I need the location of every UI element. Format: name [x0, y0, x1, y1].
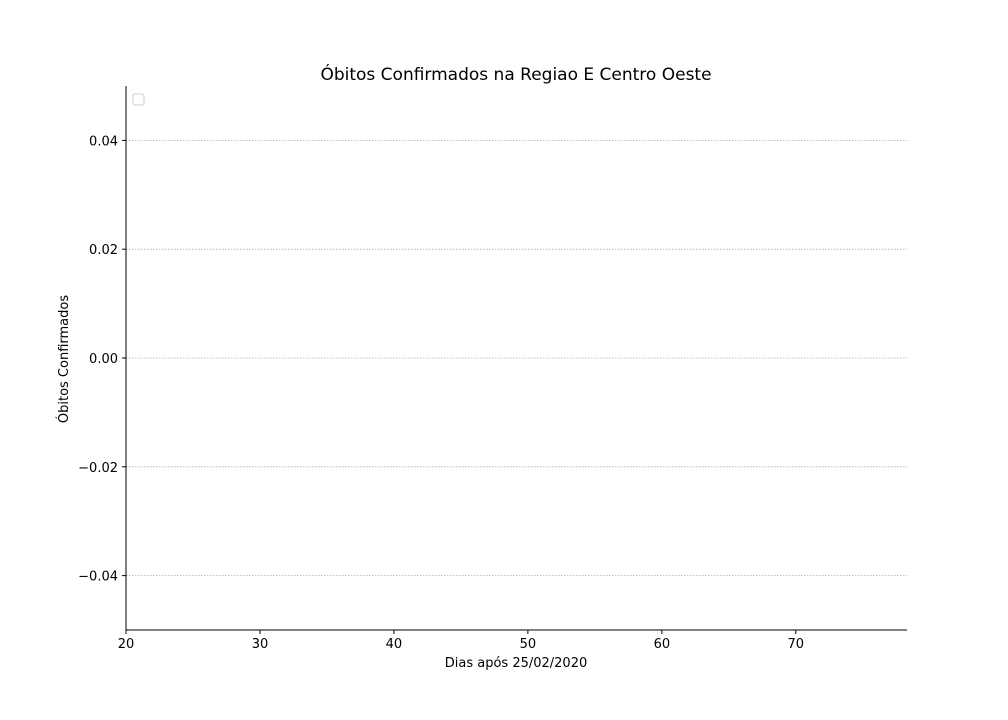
y-tick-label: 0.00 [89, 352, 118, 367]
y-tick-label: −0.02 [78, 461, 118, 476]
legend-box [132, 93, 145, 106]
x-axis-label: Dias após 25/02/2020 [445, 656, 588, 671]
x-axis-ticks: 20 30 40 50 60 70 [118, 630, 804, 652]
x-tick-label: 20 [118, 637, 135, 652]
chart-title: Óbitos Confirmados na Regiao E Centro Oe… [320, 63, 711, 85]
y-tick-label: 0.04 [89, 134, 118, 149]
x-tick-label: 30 [252, 637, 269, 652]
x-tick-label: 70 [788, 637, 805, 652]
grid-lines [126, 139, 907, 576]
y-tick-label: −0.04 [78, 570, 118, 585]
x-tick-label: 60 [654, 637, 671, 652]
y-axis-label: Óbitos Confirmados [56, 295, 72, 423]
y-axis-ticks: −0.04 −0.02 0.00 0.02 0.04 [78, 134, 126, 585]
x-tick-label: 40 [386, 637, 403, 652]
x-tick-label: 50 [520, 637, 537, 652]
y-tick-label: 0.02 [89, 243, 118, 258]
